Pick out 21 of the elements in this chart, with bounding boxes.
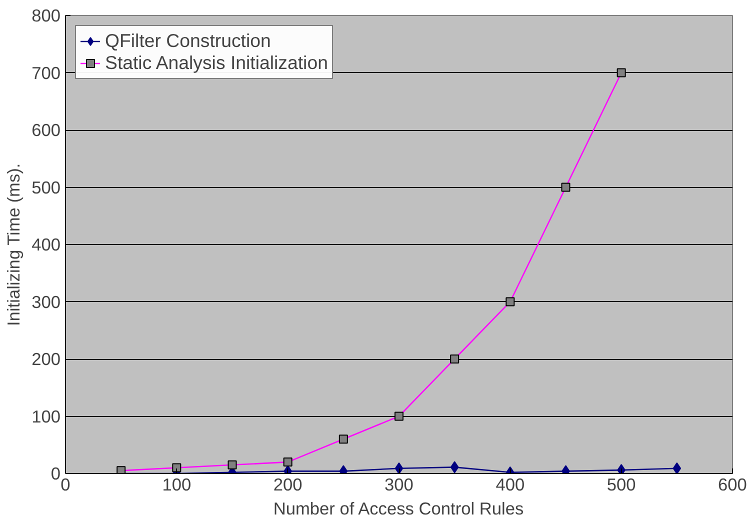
- x-tick-label: 600: [718, 474, 747, 494]
- legend-label: Static Analysis Initialization: [105, 52, 328, 74]
- point: [450, 461, 459, 474]
- y-tick-label: 600: [32, 120, 61, 140]
- y-tick-label: 200: [32, 349, 61, 369]
- y-axis-title: Initializing Time (ms).: [4, 163, 24, 326]
- point: [672, 462, 682, 474]
- x-tick-label: 100: [162, 474, 192, 494]
- point: [394, 462, 404, 474]
- legend-label: QFilter Construction: [105, 30, 271, 52]
- y-tick-label: 100: [32, 406, 61, 426]
- y-tick-label: 800: [32, 6, 61, 26]
- y-tick-label: 300: [32, 292, 61, 312]
- x-axis-title: Number of Access Control Rules: [273, 498, 524, 518]
- x-tick-label: 300: [384, 474, 414, 494]
- y-tick-label: 700: [32, 62, 61, 83]
- x-tick-label: 500: [606, 474, 636, 494]
- x-tick-label: 200: [273, 474, 302, 494]
- y-tick-label: 500: [32, 177, 61, 198]
- x-tick-label: 400: [496, 474, 525, 494]
- y-tick-label: 400: [32, 234, 61, 254]
